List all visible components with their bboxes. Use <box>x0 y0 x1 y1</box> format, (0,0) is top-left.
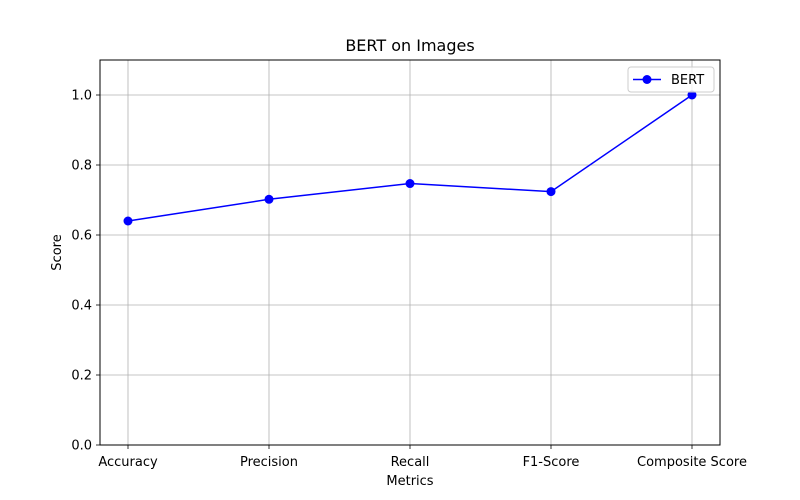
y-axis-label: Score <box>50 234 65 270</box>
chart-title: BERT on Images <box>345 36 474 55</box>
x-tick-label: Recall <box>391 455 430 470</box>
x-tick-label: Precision <box>240 455 298 470</box>
legend-box <box>627 66 715 93</box>
data-point <box>405 179 415 189</box>
series-layer <box>123 90 697 226</box>
legend-label-bert: BERT <box>671 73 704 88</box>
data-point <box>123 216 133 226</box>
y-tick-label: 0.6 <box>71 229 92 244</box>
x-tick-label: Accuracy <box>98 455 158 470</box>
data-point <box>264 194 274 204</box>
y-tick-label: 0.0 <box>71 439 92 454</box>
x-axis-ticks: Accuracy Precision Recall F1-Score Composite… <box>98 445 747 470</box>
x-tick-label: Composite Score <box>637 455 747 470</box>
data-point <box>687 90 697 100</box>
y-axis-ticks: 0.0 0.2 0.4 0.6 0.8 1.0 <box>71 89 100 454</box>
data-point <box>546 187 556 197</box>
legend: BERT <box>627 66 715 93</box>
y-tick-label: 1.0 <box>71 89 92 104</box>
x-axis-label: Metrics <box>386 474 433 489</box>
y-tick-label: 0.4 <box>71 299 92 314</box>
legend-marker <box>642 75 652 84</box>
x-tick-label: F1-Score <box>523 455 580 470</box>
y-tick-label: 0.8 <box>71 159 92 174</box>
y-tick-label: 0.2 <box>71 369 92 384</box>
